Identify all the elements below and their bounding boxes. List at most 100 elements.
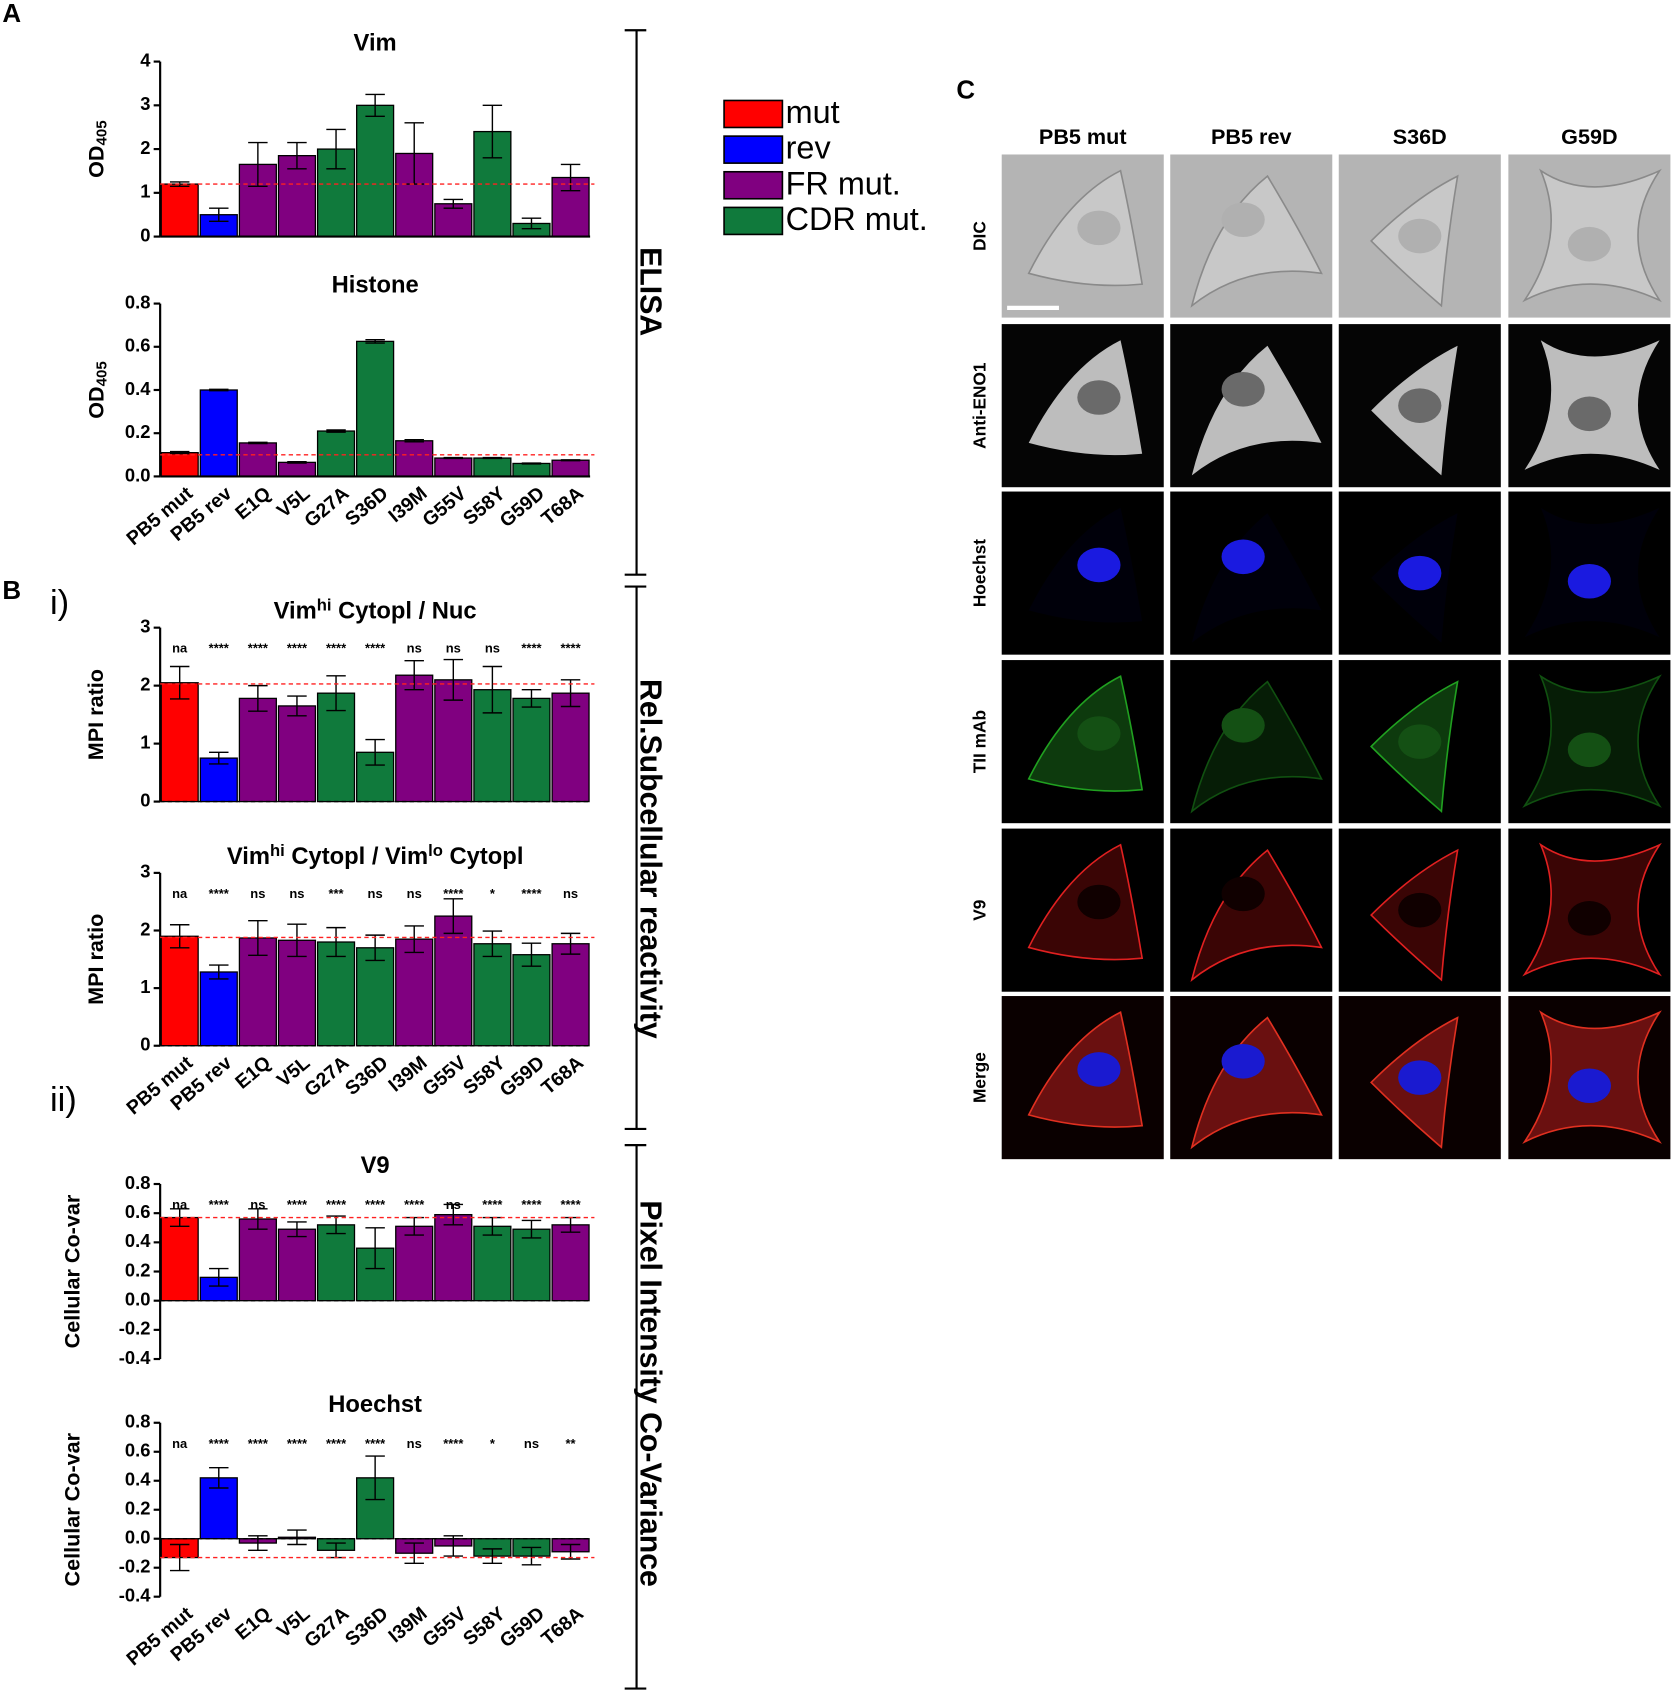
significance-label: **** <box>560 1197 581 1212</box>
significance-label: * <box>490 1436 496 1451</box>
error-bar <box>521 688 542 708</box>
bar <box>512 954 551 1047</box>
label-part: Vim <box>227 843 270 870</box>
significance-label: **** <box>560 641 581 656</box>
error-bar <box>169 181 190 187</box>
error-bar <box>365 93 385 117</box>
bar <box>473 943 512 1047</box>
error-bar <box>404 925 424 954</box>
error-bar <box>365 1227 385 1270</box>
legend-label: CDR mut. <box>786 201 928 237</box>
cell <box>1191 513 1322 643</box>
x-tick-label: T68A <box>537 1603 588 1650</box>
legend-label: FR mut. <box>786 165 901 201</box>
significance-label: ns <box>407 1436 422 1451</box>
significance-label: *** <box>328 886 344 901</box>
nucleus <box>1221 202 1265 238</box>
error-bar <box>209 751 229 765</box>
bar <box>356 104 395 238</box>
error-bar <box>248 441 268 445</box>
y-tick-label: 0.0 <box>125 464 151 485</box>
legend-swatch <box>723 135 784 164</box>
row-label: Hoechst <box>970 539 990 607</box>
y-tick-label: 1 <box>140 731 150 752</box>
subpanel-label: ii) <box>50 1081 77 1119</box>
significance-label: **** <box>365 1436 386 1451</box>
subpanel-label: i) <box>50 584 69 622</box>
error-bar <box>560 459 581 462</box>
bar <box>277 705 317 803</box>
error-bar <box>287 461 307 464</box>
x-tick-label: G59D <box>496 482 549 531</box>
error-bar <box>443 898 464 935</box>
cell <box>1190 174 1323 308</box>
error-bar <box>326 128 346 170</box>
error-bar <box>287 1221 307 1238</box>
label-part: OD <box>83 386 108 418</box>
nucleus <box>1077 716 1121 751</box>
error-bar <box>443 1203 464 1226</box>
y-tick-label: 0.6 <box>125 1440 151 1461</box>
error-bar <box>169 665 190 700</box>
nucleus <box>1077 380 1121 415</box>
error-bar <box>560 1543 581 1560</box>
y-tick-label: 0 <box>140 224 150 245</box>
nucleus <box>1398 724 1442 759</box>
y-tick-label: 1 <box>140 181 150 202</box>
x-tick-label: G27A <box>300 482 353 531</box>
y-tick-label: 0.0 <box>125 1527 151 1548</box>
row-label: DIC <box>970 221 990 251</box>
y-tick-label: -0.4 <box>119 1347 151 1368</box>
significance-label: **** <box>326 1436 347 1451</box>
y-tick-label: 0.4 <box>125 1469 151 1490</box>
x-tick-label: S36D <box>341 1603 392 1651</box>
nucleus <box>1398 1060 1442 1095</box>
bar <box>160 451 199 478</box>
significance-label: ns <box>485 641 500 656</box>
nucleus <box>1221 1044 1265 1079</box>
y-tick-label: 0.4 <box>125 378 151 399</box>
y-tick-label: 0.4 <box>125 1230 151 1251</box>
bar <box>238 1218 277 1302</box>
bar <box>434 1213 473 1302</box>
y-tick-label: 0.6 <box>125 335 151 356</box>
significance-label: na <box>172 886 188 901</box>
significance-label: ns <box>446 641 461 656</box>
significance-label: ns <box>368 886 383 901</box>
x-tick-label: E1Q <box>231 1052 275 1094</box>
bar <box>395 152 434 238</box>
row-label: TII mAb <box>970 710 990 773</box>
y-tick-label: 0.2 <box>125 421 151 442</box>
y-tick-label: 3 <box>140 93 150 114</box>
error-bar <box>365 338 385 344</box>
panel-label: C <box>956 77 975 105</box>
significance-label: ns <box>250 1197 265 1212</box>
chart-title: V9 <box>361 1152 390 1179</box>
significance-label: na <box>172 1436 188 1451</box>
significance-label: ns <box>563 886 578 901</box>
row-label: V9 <box>970 900 990 921</box>
x-tick-label: G27A <box>300 1603 353 1652</box>
nucleus <box>1567 901 1611 936</box>
chart-title: Histone <box>332 272 419 299</box>
x-tick-label: G59D <box>496 1052 549 1101</box>
significance-label: **** <box>521 641 542 656</box>
significance-label: **** <box>209 886 230 901</box>
significance-label: **** <box>287 1197 308 1212</box>
label-part: Cytopl <box>443 843 523 870</box>
y-tick-label: -0.2 <box>119 1556 151 1577</box>
bar <box>473 457 512 478</box>
y-axis-label: MPI ratio <box>83 914 108 1005</box>
bar <box>160 935 199 1047</box>
x-tick-label: S36D <box>341 1052 392 1100</box>
x-tick-label: G55V <box>418 1052 470 1101</box>
significance-label: **** <box>248 1436 269 1451</box>
significance-label: **** <box>248 641 269 656</box>
nucleus <box>1567 1068 1611 1104</box>
label-part: Cytopl / Vim <box>285 843 428 870</box>
bar <box>316 941 356 1047</box>
cell <box>1191 345 1322 476</box>
error-bar <box>482 665 503 714</box>
bar <box>512 697 551 803</box>
